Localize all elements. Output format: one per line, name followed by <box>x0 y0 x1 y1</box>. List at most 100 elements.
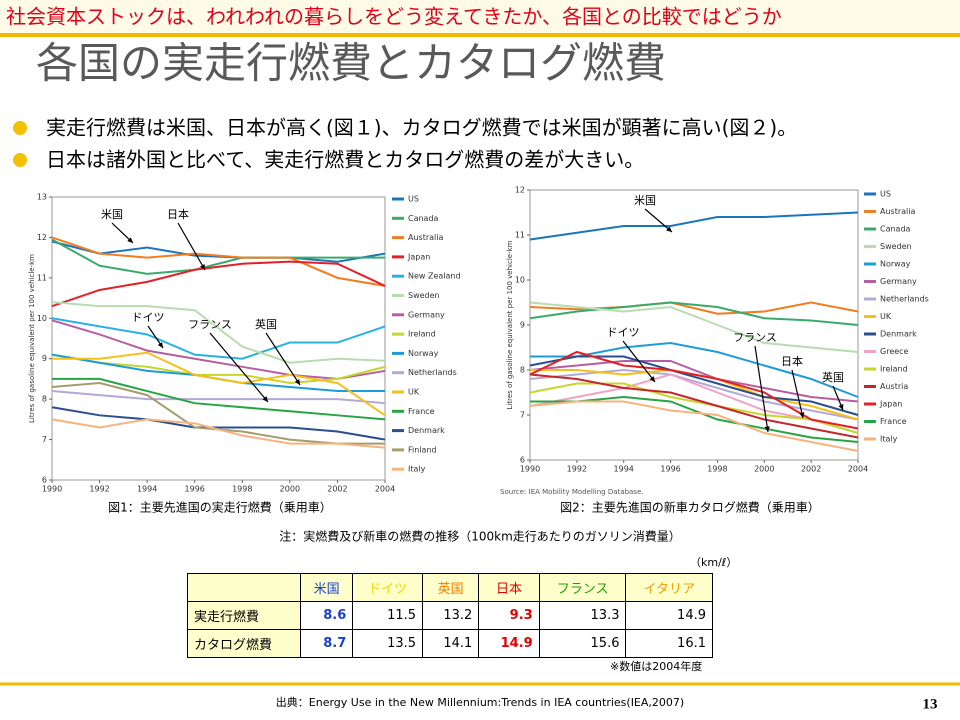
annotation-arrow <box>622 340 656 383</box>
annotation-arrow <box>754 345 769 433</box>
series-line <box>51 236 386 287</box>
x-tick-label: 1992 <box>567 465 587 474</box>
legend-label: Sweden <box>408 291 440 300</box>
annotation-arrow <box>177 222 206 271</box>
annotation-arrow <box>791 369 804 419</box>
x-tick-label: 2004 <box>848 465 868 474</box>
legend-label: Denmark <box>408 426 445 435</box>
legend-label: US <box>880 190 891 199</box>
row-header: カタログ燃費 <box>187 629 301 658</box>
legend-label: Canada <box>880 225 911 234</box>
series-line <box>51 240 386 263</box>
arrow-head <box>157 342 163 348</box>
x-tick-label: 1990 <box>520 465 540 474</box>
header-cell: 米国 <box>299 573 354 602</box>
x-tick-label: 1992 <box>89 485 109 494</box>
y-tick-label: 10 <box>515 276 525 285</box>
legend-label: US <box>408 195 419 204</box>
series-line <box>51 238 385 275</box>
legend-label: New Zealand <box>408 272 461 281</box>
legend-label: Germany <box>880 277 917 286</box>
y-tick-label: 11 <box>37 273 47 282</box>
series-line <box>51 317 386 360</box>
legend-label: Germany <box>408 310 445 319</box>
x-tick-label: 1994 <box>137 485 157 494</box>
series-line <box>51 418 386 449</box>
cell: 13.2 <box>422 601 480 630</box>
legend-label: Japan <box>407 252 430 261</box>
y-tick-label: 13 <box>37 193 47 202</box>
arrow-head <box>200 264 205 270</box>
legend-label: France <box>408 407 435 416</box>
y-axis-label: Litres of gasoline equivalent per 100 ve… <box>28 254 36 423</box>
legend-label: Norway <box>408 349 439 358</box>
legend-label: Australia <box>880 207 915 216</box>
series-line <box>529 355 859 416</box>
series-line <box>529 373 859 439</box>
bullet-dot <box>13 153 27 167</box>
banner-bg <box>0 0 960 34</box>
legend-label: Norway <box>880 260 911 269</box>
y-tick-label: 7 <box>520 411 525 420</box>
legend-label: Australia <box>408 233 443 242</box>
arrow-head <box>838 404 844 410</box>
series-line <box>529 301 859 353</box>
series-line <box>52 351 386 417</box>
y-tick-label: 10 <box>37 314 47 323</box>
legend-label: Sweden <box>880 242 912 251</box>
x-tick-label: 1990 <box>42 485 62 494</box>
header-cell: 英国 <box>422 573 480 602</box>
arrow-head <box>799 412 805 418</box>
series-line <box>51 406 386 441</box>
header-cell: 日本 <box>478 573 540 602</box>
row-header: 実走行燃費 <box>187 601 301 630</box>
x-tick-label: 1996 <box>660 465 680 474</box>
cell: 8.7 <box>299 629 354 658</box>
annotation: フランス <box>188 318 232 331</box>
y-tick-label: 8 <box>42 395 47 404</box>
series-line <box>51 319 386 380</box>
annotation: 米国 <box>101 208 123 221</box>
y-tick-label: 7 <box>42 435 47 444</box>
annotation: 米国 <box>634 194 656 207</box>
cell: 14.1 <box>422 629 480 658</box>
x-tick-label: 1994 <box>614 465 634 474</box>
annotation: 日本 <box>781 354 803 368</box>
x-tick-label: 2002 <box>327 485 347 494</box>
header-cell: フランス <box>538 573 627 602</box>
series-line <box>529 360 859 403</box>
cell: 9.3 <box>478 601 540 630</box>
arrow-head <box>294 379 300 385</box>
header-cell: イタリア <box>625 573 713 602</box>
figure-caption: 図2：主要先進国の新車カタログ燃費（乗用車） <box>560 500 820 515</box>
cell: 8.6 <box>299 601 354 630</box>
annotation: フランス <box>733 331 777 344</box>
legend-label: Denmark <box>880 330 917 339</box>
table: 米国 ドイツ 英国 日本 フランス イタリア 実走行燃費 8.6 11.5 13… <box>187 573 713 658</box>
x-tick-label: 2000 <box>754 465 774 474</box>
series-line <box>529 382 859 434</box>
legend-label: Finland <box>408 445 437 454</box>
x-tick-label: 2004 <box>375 485 395 494</box>
series-line <box>529 301 859 315</box>
arrow-head <box>649 376 655 382</box>
annotation-arrow <box>209 332 269 403</box>
x-tick-label: 2000 <box>280 485 300 494</box>
y-tick-label: 9 <box>42 354 47 363</box>
y-tick-label: 6 <box>520 456 525 465</box>
y-tick-label: 12 <box>515 186 525 195</box>
x-tick-label: 1996 <box>185 485 205 494</box>
note: 注：実燃費及び新車の燃費の推移（100km走行あたりのガソリン消費量） <box>279 529 681 544</box>
series-line <box>529 368 859 421</box>
series-line <box>529 301 859 326</box>
y-tick-label: 6 <box>42 476 47 485</box>
x-tick-label: 2002 <box>801 465 821 474</box>
y-axis-label: Litres of gasoline equivalent per 100 ve… <box>506 240 514 409</box>
annotation: ドイツ <box>132 311 165 324</box>
legend-label: Greece <box>880 347 909 356</box>
series-line <box>51 260 386 308</box>
legend-label: UK <box>408 388 420 397</box>
table-row: カタログ燃費 8.7 13.5 14.1 14.9 15.6 16.1 <box>187 629 713 658</box>
cell: 14.9 <box>478 629 540 658</box>
